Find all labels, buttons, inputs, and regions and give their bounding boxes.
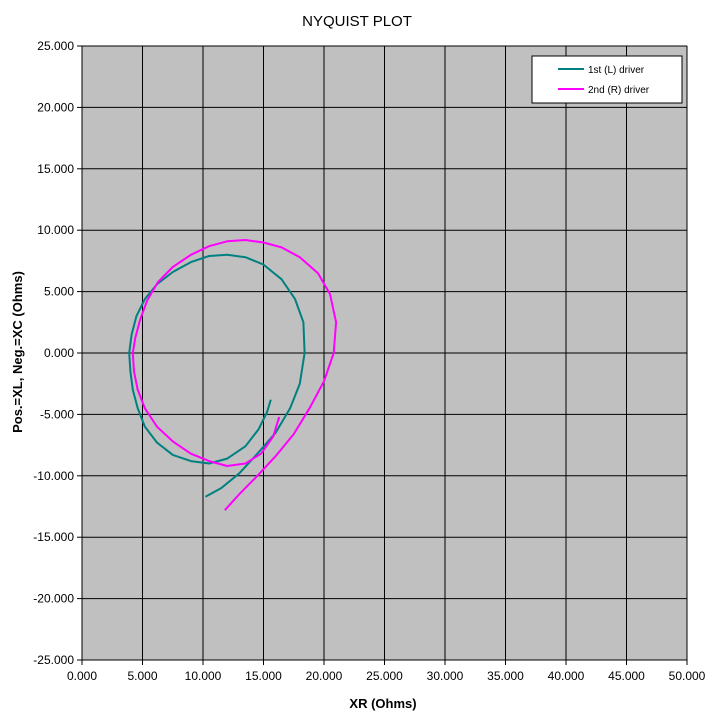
legend-box [531,55,683,104]
legend-label: 1st (L) driver [588,65,645,76]
y-tick-label: 15.000 [37,162,74,176]
x-tick-label: 50.000 [669,669,706,683]
y-tick-label: -5.000 [40,407,74,421]
y-tick-label: 5.000 [44,285,74,299]
chart-title: NYQUIST PLOT [302,13,412,30]
x-axis-title: XR (Ohms) [349,696,416,711]
x-tick-label: 40.000 [548,669,585,683]
y-axis-title: Pos.=XL, Neg.=XC (Ohms) [10,271,25,433]
x-tick-label: 35.000 [487,669,524,683]
y-tick-label: -25.000 [33,653,74,667]
x-tick-label: 20.000 [306,669,343,683]
x-tick-label: 30.000 [427,669,464,683]
y-tick-label: 0.000 [44,346,74,360]
legend-label: 2nd (R) driver [588,85,650,96]
y-tick-label: -15.000 [33,530,74,544]
y-tick-label: 10.000 [37,223,74,237]
series-line-2 [131,239,338,511]
x-tick-label: 15.000 [245,669,282,683]
y-tick-label: 20.000 [37,100,74,114]
y-tick-label: -20.000 [33,592,74,606]
x-tick-label: 5.000 [127,669,157,683]
x-tick-label: 45.000 [608,669,645,683]
x-tick-label: 0.000 [67,669,97,683]
y-tick-label: 25.000 [37,39,74,53]
y-tick-label: -10.000 [33,469,74,483]
x-tick-label: 10.000 [185,669,222,683]
x-tick-label: 25.000 [366,669,403,683]
